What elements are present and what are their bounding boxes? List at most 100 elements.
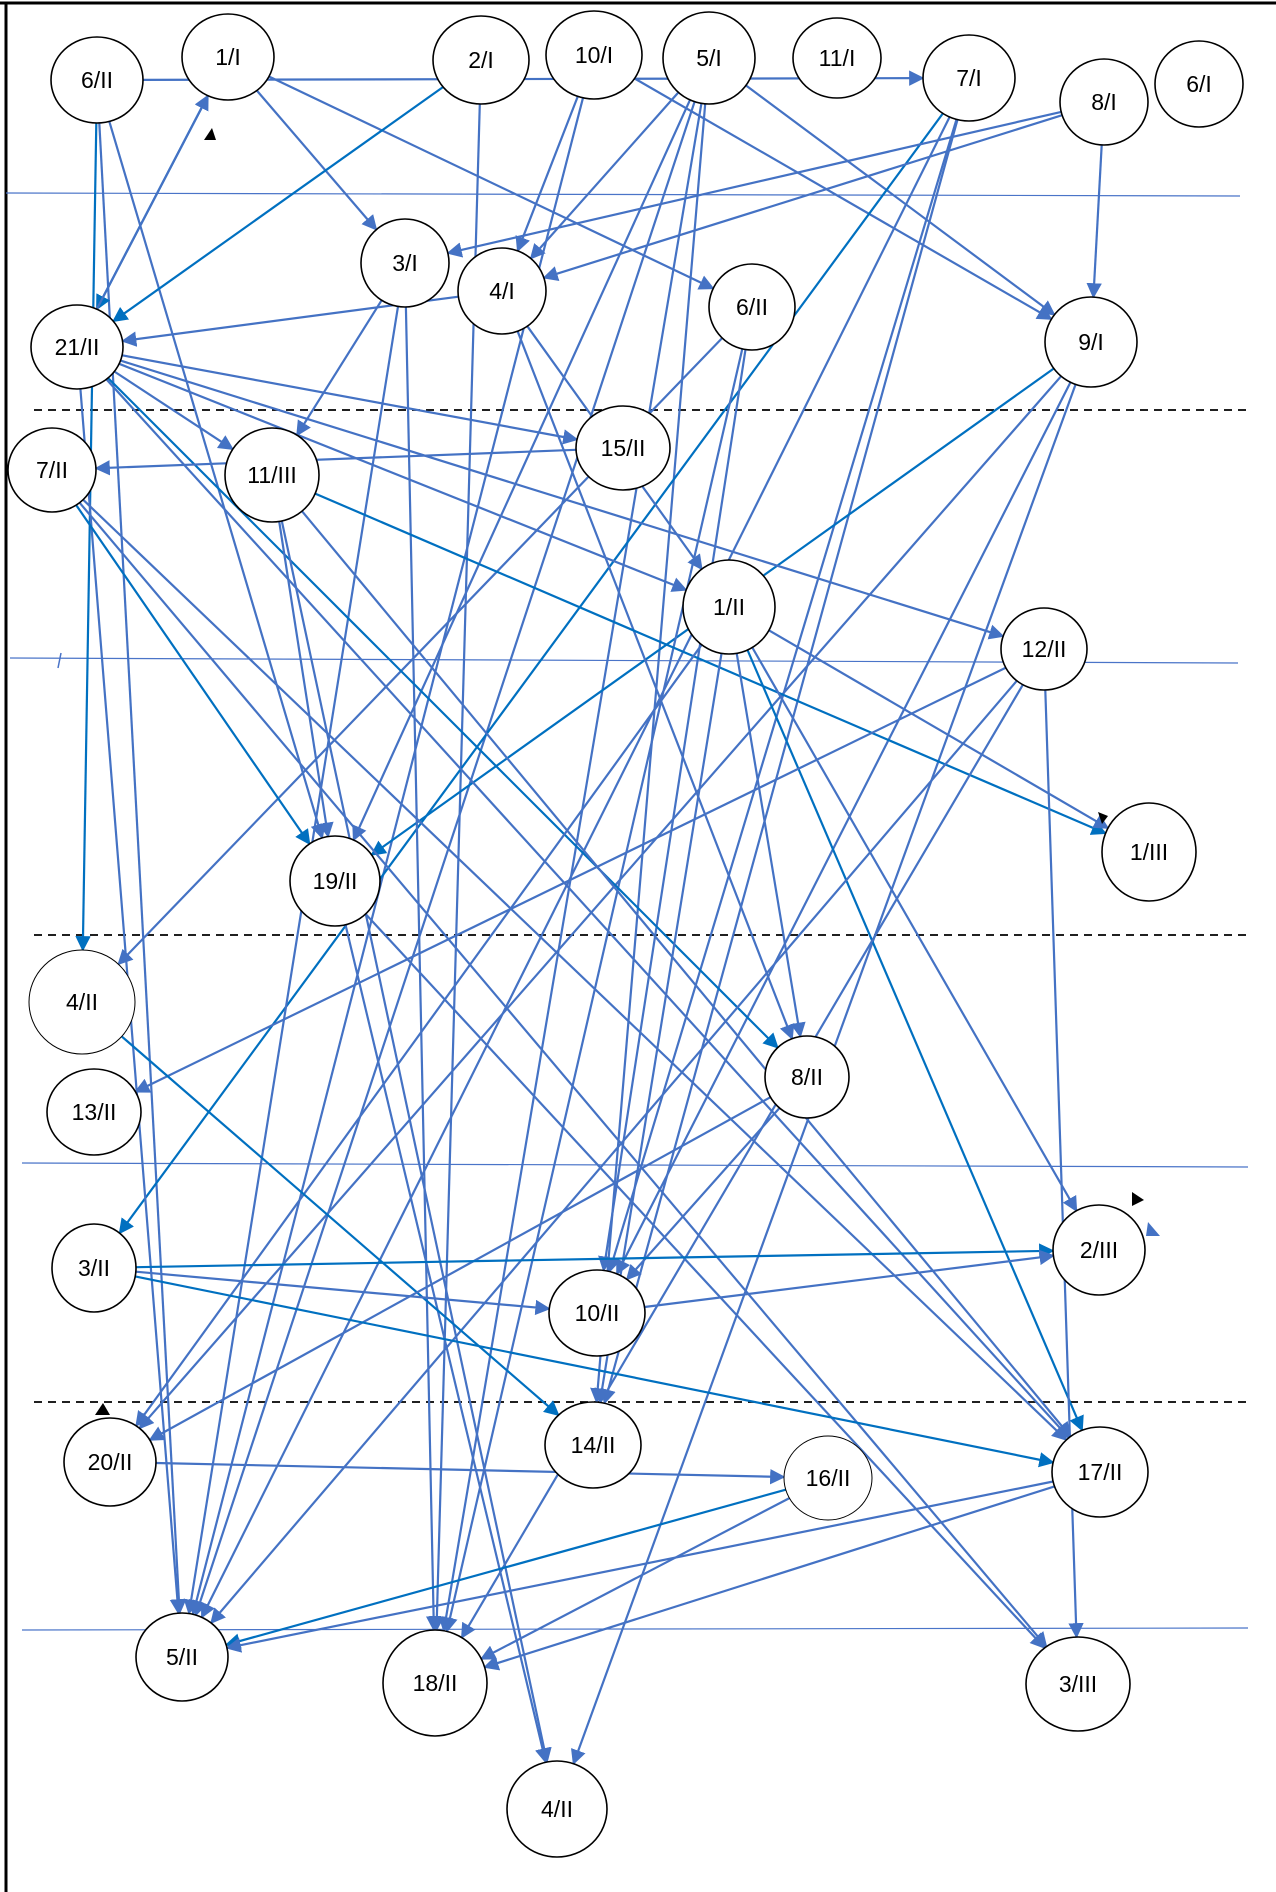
node-label: 21/II (55, 334, 100, 360)
node-circle (1000, 607, 1088, 691)
edge-n17II-to-n18II (483, 1485, 1055, 1671)
node-n13II: 13/II (46, 1068, 142, 1156)
edge-n9I-to-n20II (138, 375, 1062, 1430)
node-label: 8/II (791, 1064, 823, 1090)
node-circle (575, 405, 671, 491)
node-label: 16/II (806, 1465, 851, 1491)
edge-n5I-to-n18II (438, 103, 703, 1633)
edge-n3II-to-n2III (135, 1243, 1055, 1269)
edge-n17II-to-n5II (225, 1480, 1054, 1653)
edge-n4I-to-n8II (516, 330, 795, 1041)
node-n11III: 11/III (224, 427, 320, 523)
node-circle (181, 13, 275, 101)
node-label: 4/II (66, 989, 98, 1015)
edge-n5I-to-n5II (192, 101, 696, 1617)
node-label: 14/II (571, 1432, 616, 1458)
node-n3II: 3/II (51, 1223, 137, 1313)
edge-n3I-to-n11III (296, 299, 383, 437)
level-separator (5, 192, 1241, 197)
level-separator (21, 1162, 1249, 1168)
edge-n9I-to-n10II (615, 381, 1072, 1276)
node-circle (764, 1035, 850, 1119)
node-label: 12/II (1022, 636, 1067, 662)
node-label: 15/II (601, 435, 646, 461)
edge-n11III-to-n17II (301, 510, 1072, 1438)
edge-n1I-to-n6II (268, 75, 715, 290)
edge-n10II-to-n2III (644, 1249, 1055, 1309)
node-n6I: 6/I (1154, 40, 1244, 128)
node-n7I: 7/I (922, 34, 1016, 122)
node-label: 6/I (1186, 71, 1212, 97)
node-n11I: 11/I (792, 17, 882, 99)
node-label: 5/II (166, 1644, 198, 1670)
edge-n6II-to-n10II (598, 349, 747, 1272)
node-circle (708, 263, 796, 351)
node-n16II: 16/II (783, 1435, 873, 1521)
edge-n12II-to-n18II (460, 684, 1024, 1639)
edge-n3I-to-n5II (183, 306, 400, 1616)
edge-n8I-to-n4I (542, 114, 1063, 281)
edge-n12II-to-n5II (210, 680, 1018, 1625)
node-label: 1/I (215, 44, 241, 70)
edge-n16II-to-n5II (224, 1488, 786, 1649)
edge-n5I-to-n4I (529, 91, 680, 260)
node-label: 3/II (78, 1255, 110, 1281)
edge-n4II_mid-to-n14II (120, 1035, 560, 1417)
node-circle (506, 1760, 608, 1858)
edge-n21II-to-n17II (105, 378, 1070, 1439)
node-circle (135, 1612, 229, 1702)
edge-n1II-to-n2III (751, 646, 1078, 1213)
node-circle (545, 10, 643, 100)
node-n8II: 8/II (764, 1035, 850, 1119)
node-n3III: 3/III (1025, 1636, 1131, 1732)
node-label: 11/I (819, 45, 856, 71)
node-circle (382, 1629, 488, 1737)
node-n19II: 19/II (289, 835, 381, 927)
node-label: 4/II (541, 1796, 573, 1822)
edge-n16II-to-n18II (479, 1497, 790, 1660)
node-label: 10/I (575, 42, 613, 68)
node-label: 10/II (575, 1300, 620, 1326)
edge-n1II-to-n8II (735, 653, 806, 1039)
node-n1I: 1/I (181, 13, 275, 101)
node-label: 7/I (956, 65, 982, 91)
node-circle (1044, 296, 1138, 388)
edge-n21II-to-n11III (113, 370, 234, 451)
node-n6II_top: 6/II (50, 36, 144, 124)
node-label: 1/III (1130, 839, 1168, 865)
node-n15II: 15/II (575, 405, 671, 491)
node-circle (224, 427, 320, 523)
node-circle (1101, 802, 1197, 902)
node-n10II: 10/II (548, 1269, 646, 1357)
edge-n11III-to-n1III (314, 492, 1107, 835)
edge-n19II-to-n4II_bot (344, 924, 551, 1764)
node-circle (50, 36, 144, 124)
edge-n11III-to-n4II_bot (280, 520, 552, 1764)
edge-n8I-to-n3I (446, 110, 1062, 258)
node-circle (51, 1223, 137, 1313)
node-n9I: 9/I (1044, 296, 1138, 388)
edge-n8II-to-n10II (625, 1107, 781, 1281)
node-n4II_bot: 4/II (506, 1760, 608, 1858)
node-circle (30, 304, 124, 390)
edge-n12II-to-n13II (134, 666, 1007, 1093)
edge-n7I-to-n3II (118, 112, 944, 1235)
node-circle (544, 1401, 642, 1489)
stray-arrowhead (1098, 812, 1108, 824)
node-n3I: 3/I (360, 218, 450, 308)
edge-n7I-to-n14II (600, 119, 959, 1405)
node-n2I: 2/I (432, 15, 530, 105)
edge-n20II-to-n16II (155, 1461, 786, 1485)
edge-n3II-to-n17II (134, 1275, 1055, 1468)
node-circle (63, 1417, 157, 1507)
node-n1III: 1/III (1101, 802, 1197, 902)
node-n7II: 7/II (7, 427, 97, 513)
edge-n5I-to-n9I (745, 84, 1056, 316)
node-label: 17/II (1078, 1459, 1123, 1485)
node-circle (432, 15, 530, 105)
edge-n1I-to-n3I (255, 89, 378, 231)
edge-n1II-to-n17II (746, 649, 1084, 1432)
node-label: 2/I (468, 47, 494, 73)
edges-layer (75, 70, 1110, 1766)
